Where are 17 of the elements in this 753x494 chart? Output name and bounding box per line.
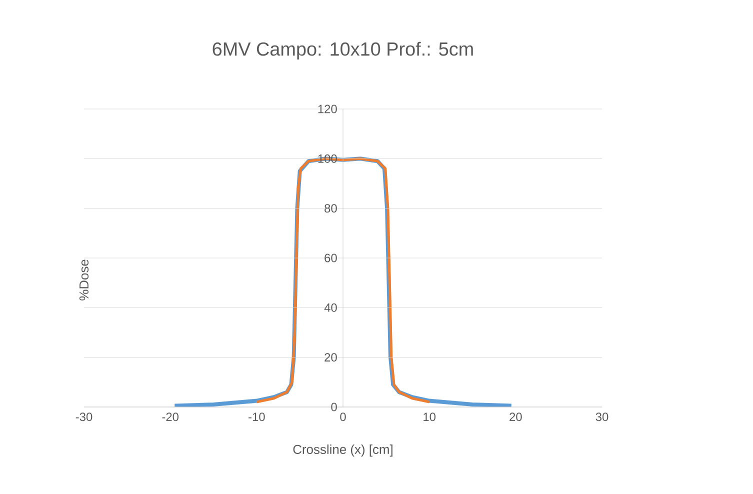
y-tick-label: 0 (331, 402, 337, 412)
x-axis-title: Crossline (x) [cm] (293, 444, 392, 457)
x-tick-label: -30 (76, 412, 92, 422)
x-tick-label: 20 (510, 412, 522, 422)
y-axis-title: %Dose (79, 260, 89, 300)
y-tick-label: 80 (324, 204, 337, 213)
y-tick-label: 100 (318, 154, 337, 163)
y-tick-label: 40 (324, 303, 337, 312)
x-tick-label: -10 (248, 412, 265, 422)
y-tick-label: 120 (318, 104, 337, 114)
y-tick-label: 60 (324, 254, 337, 262)
x-tick-label: 0 (340, 412, 346, 422)
x-tick-label: -20 (162, 412, 179, 422)
x-tick-label: 30 (596, 412, 608, 422)
chart-title: 6MV Campo: 10x10 Prof.: 5cm (212, 42, 473, 60)
x-tick-label: 10 (424, 412, 436, 422)
y-tick-label: 20 (324, 353, 337, 362)
